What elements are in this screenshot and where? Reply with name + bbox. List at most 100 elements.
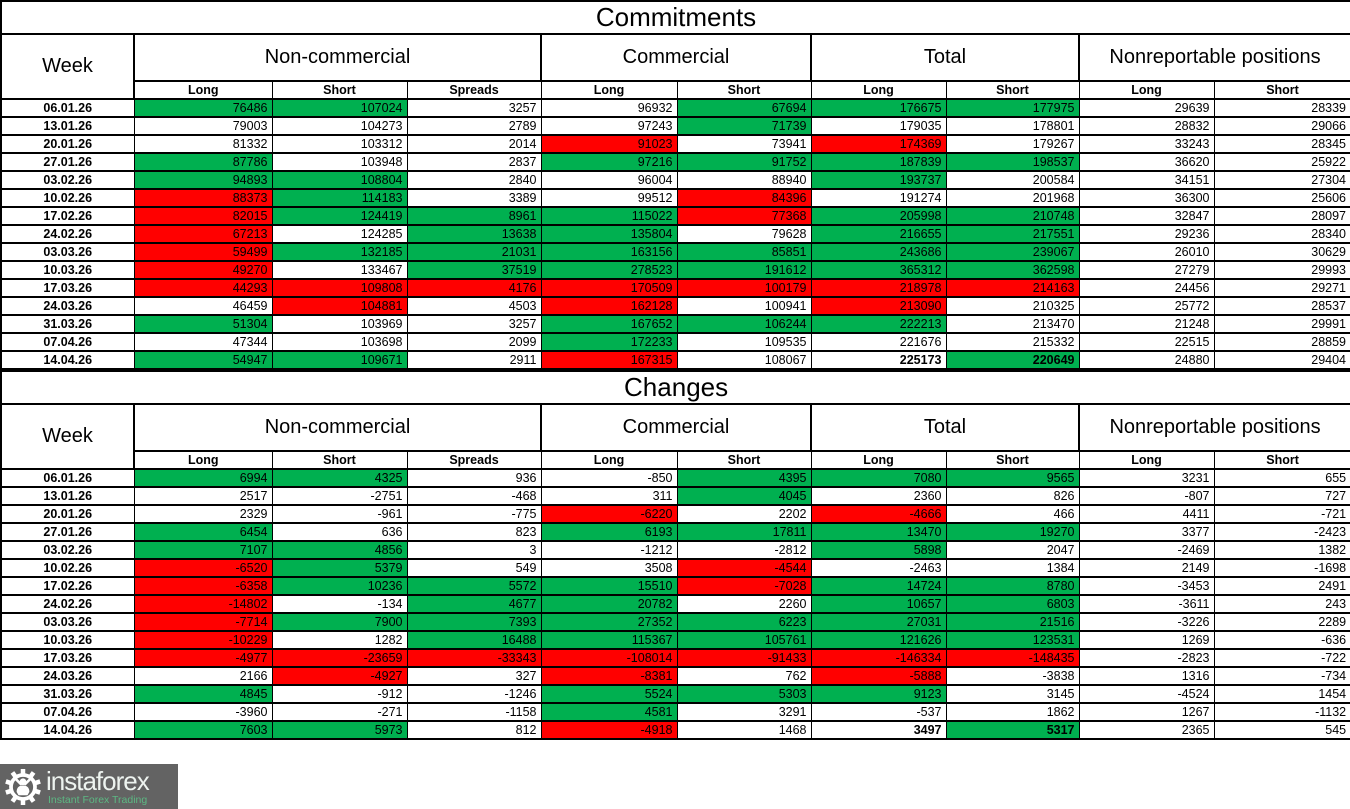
value-cell: 82015 bbox=[133, 206, 273, 226]
subheader-t-short: Short bbox=[945, 80, 1080, 100]
week-cell: 10.02.26 bbox=[0, 558, 135, 578]
table-row: 07.04.26 -3960 -271 -1158 4581 3291 -537 1862 12… bbox=[0, 702, 1350, 722]
commitments-title: Commitments bbox=[0, 0, 1350, 35]
value-cell: -91433 bbox=[676, 648, 812, 668]
table-title-row: Changes bbox=[0, 370, 1350, 405]
value-cell: 108804 bbox=[271, 170, 408, 190]
value-cell: 365312 bbox=[810, 260, 947, 280]
value-cell: 29236 bbox=[1078, 224, 1215, 244]
value-cell: 7603 bbox=[133, 720, 273, 740]
value-cell: 132185 bbox=[271, 242, 408, 262]
value-cell: 103312 bbox=[271, 134, 408, 154]
week-cell: 17.02.26 bbox=[0, 206, 135, 226]
subheader-nc-short: Short bbox=[271, 450, 408, 470]
group-header-total: Total bbox=[810, 403, 1080, 452]
value-cell: 3291 bbox=[676, 702, 812, 722]
subheader-nr-short: Short bbox=[1213, 450, 1350, 470]
group-header-noncommercial: Non-commercial bbox=[133, 403, 542, 452]
table-row: 24.03.26 46459 104881 4503 162128 100941 21309… bbox=[0, 296, 1350, 316]
week-cell: 07.04.26 bbox=[0, 332, 135, 352]
value-cell: 81332 bbox=[133, 134, 273, 154]
week-cell: 03.03.26 bbox=[0, 612, 135, 632]
table-row: 10.02.26 -6520 5379 549 3508 -4544 -2463 1384 21… bbox=[0, 558, 1350, 578]
table-row: 17.03.26 44293 109808 4176 170509 100179 21897… bbox=[0, 278, 1350, 298]
value-cell: 100179 bbox=[676, 278, 812, 298]
value-cell: 2911 bbox=[406, 350, 542, 370]
value-cell: 1282 bbox=[271, 630, 408, 650]
value-cell: 327 bbox=[406, 666, 542, 686]
value-cell: 88940 bbox=[676, 170, 812, 190]
value-cell: 179267 bbox=[945, 134, 1080, 154]
table-row: 13.01.26 2517 -2751 -468 311 4045 2360 826 -807 7… bbox=[0, 486, 1350, 506]
value-cell: 124285 bbox=[271, 224, 408, 244]
value-cell: 17811 bbox=[676, 522, 812, 542]
value-cell: 103969 bbox=[271, 314, 408, 334]
value-cell: 36620 bbox=[1078, 152, 1215, 172]
value-cell: 109808 bbox=[271, 278, 408, 298]
value-cell: 103948 bbox=[271, 152, 408, 172]
value-cell: 217551 bbox=[945, 224, 1080, 244]
value-cell: 6803 bbox=[945, 594, 1080, 614]
table-row: 27.01.26 87786 103948 2837 97216 91752 187839 1… bbox=[0, 152, 1350, 172]
table-row: 17.02.26 82015 124419 8961 115022 77368 205998… bbox=[0, 206, 1350, 226]
value-cell: 28832 bbox=[1078, 116, 1215, 136]
value-cell: 191274 bbox=[810, 188, 947, 208]
table-row: 14.04.26 7603 5973 812 -4918 1468 3497 5317 2365… bbox=[0, 720, 1350, 740]
subheader-nc-spreads: Spreads bbox=[406, 80, 542, 100]
subheader-nr-long: Long bbox=[1078, 450, 1215, 470]
value-cell: -2423 bbox=[1213, 522, 1350, 542]
value-cell: 29404 bbox=[1213, 350, 1350, 370]
subheader-c-long: Long bbox=[540, 80, 678, 100]
value-cell: 3145 bbox=[945, 684, 1080, 704]
value-cell: 107024 bbox=[271, 98, 408, 118]
value-cell: 16488 bbox=[406, 630, 542, 650]
value-cell: 123531 bbox=[945, 630, 1080, 650]
value-cell: -33343 bbox=[406, 648, 542, 668]
week-cell: 03.02.26 bbox=[0, 540, 135, 560]
value-cell: 67213 bbox=[133, 224, 273, 244]
value-cell: 25922 bbox=[1213, 152, 1350, 172]
group-header-noncommercial: Non-commercial bbox=[133, 33, 542, 82]
value-cell: 28340 bbox=[1213, 224, 1350, 244]
week-cell: 10.03.26 bbox=[0, 260, 135, 280]
table-row: 07.04.26 47344 103698 2099 172233 109535 22167… bbox=[0, 332, 1350, 352]
value-cell: 3257 bbox=[406, 98, 542, 118]
week-header: Week bbox=[0, 403, 135, 470]
value-cell: 96004 bbox=[540, 170, 678, 190]
value-cell: -7028 bbox=[676, 576, 812, 596]
value-cell: 27352 bbox=[540, 612, 678, 632]
value-cell: 135804 bbox=[540, 224, 678, 244]
table-row: 17.02.26 -6358 10236 5572 15510 -7028 14724 878… bbox=[0, 576, 1350, 596]
value-cell: 163156 bbox=[540, 242, 678, 262]
value-cell: 6994 bbox=[133, 468, 273, 488]
value-cell: 7393 bbox=[406, 612, 542, 632]
value-cell: 28097 bbox=[1213, 206, 1350, 226]
subheader-nc-spreads: Spreads bbox=[406, 450, 542, 470]
value-cell: 20782 bbox=[540, 594, 678, 614]
value-cell: 2099 bbox=[406, 332, 542, 352]
subheader-nr-short: Short bbox=[1213, 80, 1350, 100]
value-cell: 7900 bbox=[271, 612, 408, 632]
value-cell: 47344 bbox=[133, 332, 273, 352]
changes-table: Changes Week Non-commercial Commercial T… bbox=[0, 370, 1350, 740]
value-cell: 24880 bbox=[1078, 350, 1215, 370]
sub-header-row: Long Short Spreads Long Short Long Short… bbox=[1, 80, 1350, 100]
value-cell: 79628 bbox=[676, 224, 812, 244]
value-cell: 201968 bbox=[945, 188, 1080, 208]
value-cell: 3377 bbox=[1078, 522, 1215, 542]
value-cell: 213090 bbox=[810, 296, 947, 316]
value-cell: 2014 bbox=[406, 134, 542, 154]
value-cell: 812 bbox=[406, 720, 542, 740]
table-row: 20.01.26 2329 -961 -775 -6220 2202 -4666 466 441… bbox=[0, 504, 1350, 524]
value-cell: 2202 bbox=[676, 504, 812, 524]
value-cell: 91752 bbox=[676, 152, 812, 172]
value-cell: 5379 bbox=[271, 558, 408, 578]
value-cell: 104273 bbox=[271, 116, 408, 136]
value-cell: 174369 bbox=[810, 134, 947, 154]
value-cell: 466 bbox=[945, 504, 1080, 524]
value-cell: 762 bbox=[676, 666, 812, 686]
value-cell: 24456 bbox=[1078, 278, 1215, 298]
week-cell: 14.04.26 bbox=[0, 350, 135, 370]
group-header-row: Week Non-commercial Commercial Total Non… bbox=[0, 403, 1350, 470]
value-cell: 51304 bbox=[133, 314, 273, 334]
